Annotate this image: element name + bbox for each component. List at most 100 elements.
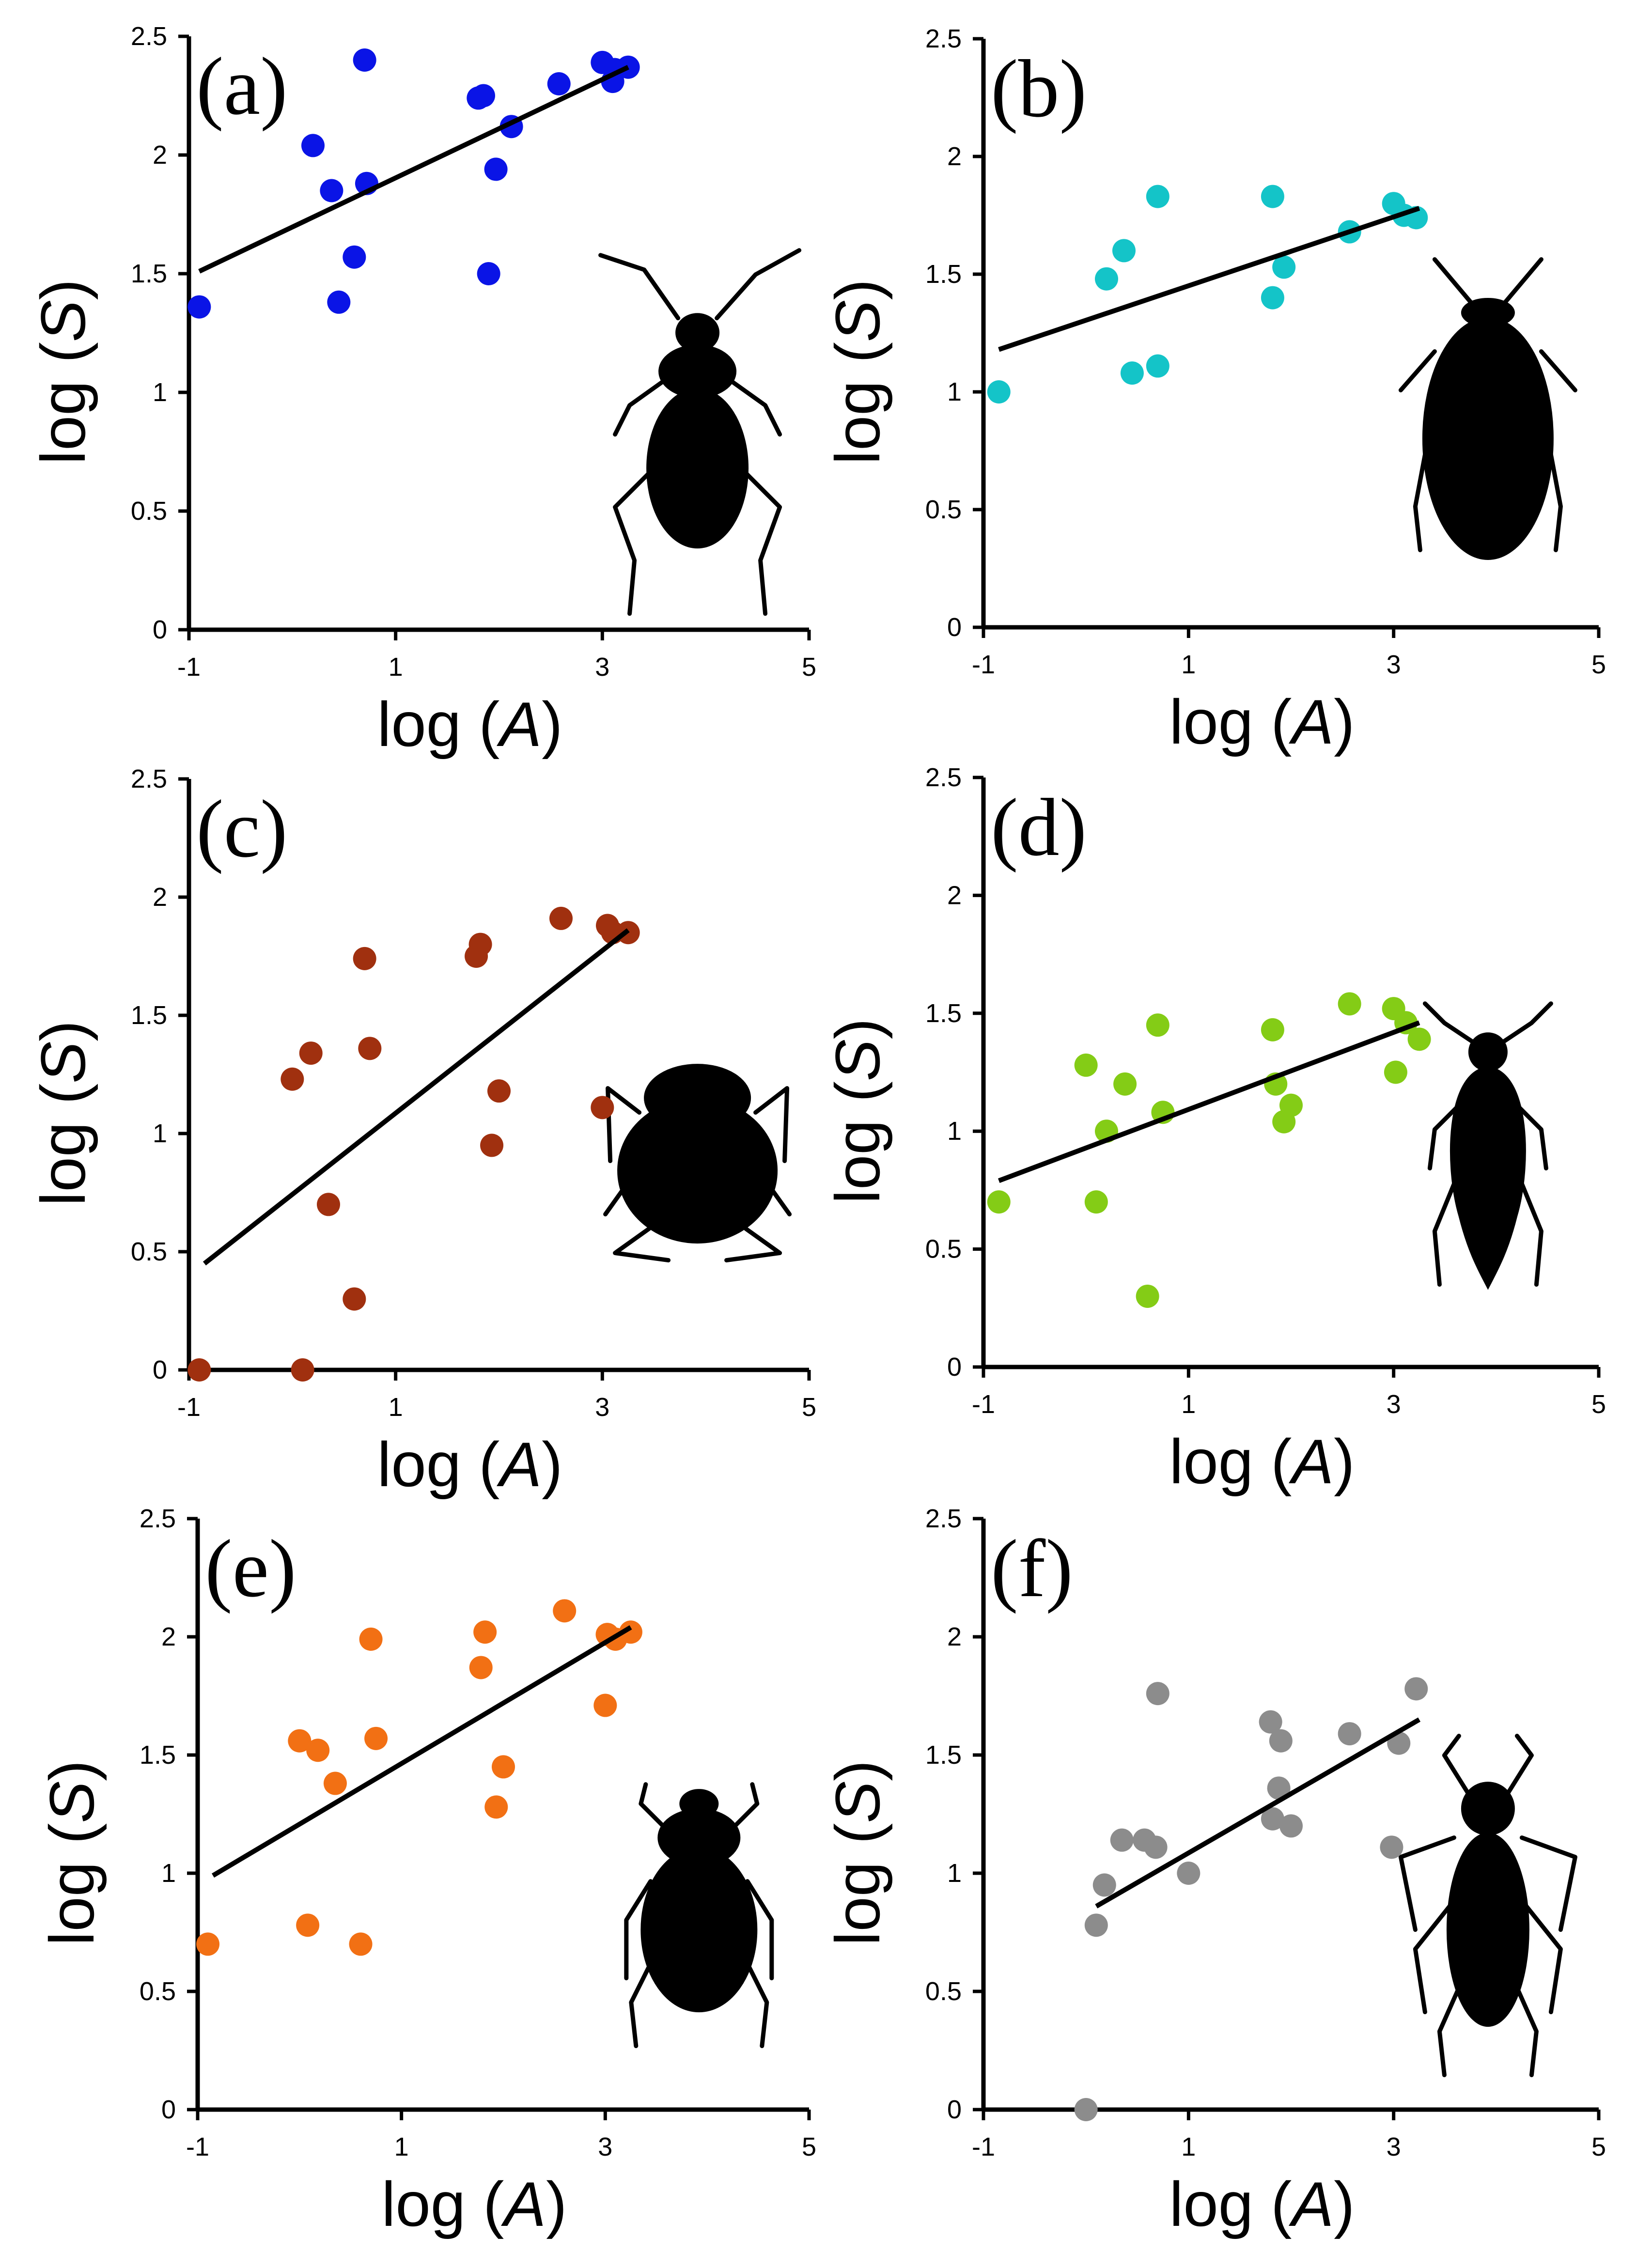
data-point: [1144, 1835, 1168, 1859]
beetle-leg: [624, 1879, 653, 1981]
beetle-leg: [1398, 1835, 1456, 1932]
x-tick-label: 3: [1387, 2132, 1401, 2161]
data-point: [1084, 1913, 1108, 1937]
data-point: [1338, 1722, 1361, 1746]
trend-line: [998, 206, 1420, 352]
data-point: [358, 1037, 382, 1060]
x-axis-title-variable: A: [1288, 1426, 1334, 1497]
x-axis-title-variable: A: [496, 1429, 542, 1500]
data-point: [487, 1079, 511, 1103]
beetle-leg: [745, 1961, 769, 2049]
data-point: [469, 1656, 493, 1679]
x-tick-label: 1: [1181, 2132, 1196, 2161]
beetle-leg: [603, 1178, 632, 1217]
beetle-elytra: [640, 1847, 758, 2013]
data-point: [353, 48, 376, 72]
beetle-body: [1450, 1066, 1526, 1290]
beetle-leg: [613, 379, 666, 437]
trend-line: [211, 1625, 632, 1878]
data-point: [1279, 1814, 1303, 1838]
data-point: [323, 1771, 347, 1795]
y-axis-title-suffix: ): [28, 279, 98, 300]
beetle-leg: [1437, 1986, 1461, 2078]
beetle-leg: [613, 1227, 671, 1263]
data-point: [1113, 1072, 1137, 1096]
beetle-leg: [1514, 1103, 1548, 1171]
beetle-leg: [1442, 1734, 1471, 1797]
y-tick-label: 1.5: [925, 1740, 962, 1770]
y-tick-label: 1: [153, 378, 167, 407]
y-tick-label: 1: [947, 1117, 962, 1146]
x-axis-title-suffix: ): [1334, 1426, 1355, 1497]
y-tick-label: 2: [153, 140, 167, 170]
data-point: [1074, 1053, 1098, 1077]
y-axis-title: log (S): [36, 1760, 107, 1946]
x-axis-title-suffix: ): [542, 1429, 562, 1500]
data-point: [343, 1287, 366, 1311]
panel-label: (e): [205, 1523, 296, 1614]
y-tick-label: 1: [947, 377, 962, 406]
y-axis-title: log (S): [822, 279, 893, 465]
data-point: [327, 290, 351, 314]
x-tick-label: 1: [394, 2132, 409, 2161]
data-point: [1279, 1093, 1303, 1117]
y-tick-label: 2.5: [925, 1504, 962, 1533]
beetle-leg: [1500, 1001, 1553, 1045]
data-point: [480, 1134, 504, 1157]
y-tick-label: 1.5: [131, 259, 167, 288]
y-axis-title: log (S): [28, 279, 98, 465]
beetle-leg: [598, 253, 681, 321]
data-point: [288, 1729, 312, 1753]
x-tick-label: 5: [1591, 2132, 1606, 2161]
x-axis-title-prefix: log (: [382, 2169, 504, 2239]
x-tick-label: -1: [186, 2132, 209, 2161]
y-axis-title-prefix: log (: [28, 342, 98, 465]
beetle-leg: [745, 1879, 774, 1981]
y-tick-label: 2: [947, 1622, 962, 1651]
x-axis-title-prefix: log (: [1169, 2169, 1292, 2239]
y-axis-title-variable: S: [28, 1041, 98, 1084]
beetle-leg: [613, 461, 661, 616]
beetle-leg: [731, 1782, 760, 1831]
data-point: [1261, 1018, 1284, 1041]
beetle-leg: [753, 1086, 790, 1164]
data-point: [359, 1627, 383, 1651]
beetle-leg: [1514, 1986, 1539, 2078]
data-point: [1112, 239, 1136, 263]
data-point: [1261, 286, 1284, 310]
y-tick-label: 2: [947, 881, 962, 910]
y-tick-label: 0.5: [131, 1237, 167, 1266]
panel-label: (d): [991, 782, 1087, 873]
data-point: [1384, 1060, 1407, 1084]
x-axis-title-suffix: ): [542, 689, 562, 760]
panel-label: (f): [991, 1523, 1073, 1614]
x-axis-title-suffix: ): [1334, 2169, 1355, 2239]
data-point: [619, 1620, 642, 1644]
beetle-leg: [1517, 1176, 1543, 1287]
data-point: [306, 1739, 330, 1762]
y-axis-title-prefix: log (: [822, 342, 893, 465]
data-point: [1146, 1013, 1169, 1037]
y-axis-title-prefix: log (: [36, 1823, 107, 1946]
beetle-leg: [1413, 426, 1432, 552]
data-point: [1110, 1828, 1134, 1852]
beetle-leg: [606, 1086, 642, 1164]
beetle-head: [1461, 1782, 1515, 1836]
diving-beetle-icon: [1398, 257, 1577, 560]
y-axis-title: log (S): [28, 1021, 98, 1206]
data-point: [1084, 1190, 1108, 1214]
y-tick-label: 0.5: [925, 1235, 962, 1264]
beetle-leg: [1413, 1898, 1456, 2015]
x-axis-title-prefix: log (: [1169, 686, 1292, 757]
y-tick-label: 2.5: [131, 22, 167, 51]
data-point: [987, 380, 1011, 404]
x-tick-label: 3: [1387, 1390, 1401, 1419]
y-tick-label: 2: [153, 883, 167, 912]
x-tick-label: -1: [177, 652, 201, 682]
y-tick-label: 1: [947, 1859, 962, 1888]
